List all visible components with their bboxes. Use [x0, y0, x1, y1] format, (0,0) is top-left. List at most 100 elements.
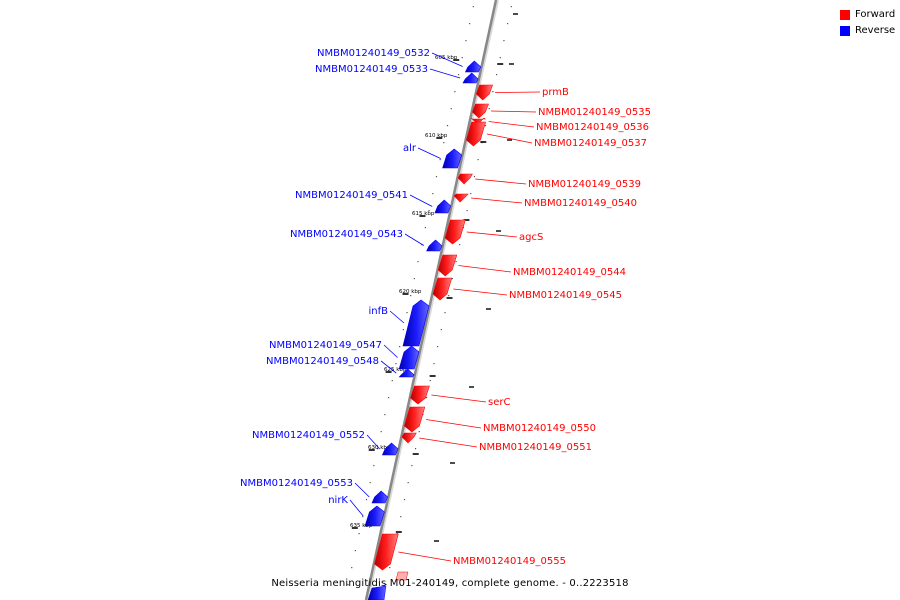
gene-leader-line	[389, 310, 405, 324]
gene-arrow-infb[interactable]	[402, 299, 430, 347]
gene-label[interactable]: NMBM01240149_0551	[479, 442, 592, 453]
gene-leader-line	[486, 133, 533, 144]
gene-arrow-nmbm01240149_0536[interactable]	[470, 117, 486, 125]
tick-label: 625 kbp	[384, 367, 407, 373]
gene-arrow-nmbm01240149_0544[interactable]	[437, 254, 458, 277]
gene-arrow-partial	[395, 571, 409, 581]
tick-label: 615 kbp	[412, 211, 435, 217]
scale-dot	[470, 193, 472, 195]
gene-label[interactable]: NMBM01240149_0550	[483, 423, 596, 434]
gene-label[interactable]: serC	[488, 397, 510, 408]
gene-arrow-nmbm01240149_0545[interactable]	[432, 277, 453, 301]
gene-leader-line	[453, 288, 508, 296]
gene-label[interactable]: NMBM01240149_0544	[513, 267, 626, 278]
gene-label[interactable]: prmB	[542, 87, 569, 98]
scale-dot	[396, 533, 398, 535]
scale-dot	[484, 125, 487, 127]
scale-dot	[443, 142, 445, 144]
gene-arrow-nmbm01240149_0552[interactable]	[381, 442, 399, 456]
gene-label[interactable]: NMBM01240149_0537	[534, 138, 647, 149]
scale-dot	[465, 40, 467, 42]
scale-dot	[362, 516, 364, 518]
gene-label[interactable]: NMBM01240149_0552	[252, 430, 365, 441]
scale-dot	[410, 295, 412, 297]
gene-label[interactable]: NMBM01240149_0536	[536, 122, 649, 133]
gene-label[interactable]: NMBM01240149_0532	[317, 48, 430, 59]
gene-arrow-nmbm01240149_0553[interactable]	[371, 490, 388, 504]
gene-leader-line	[466, 231, 518, 238]
gene-label[interactable]: nirK	[328, 495, 348, 506]
tick-label: 635 kbp	[350, 523, 373, 529]
gene-arrow-nmbm01240149_0547[interactable]	[398, 345, 420, 370]
gene-arrow-serc[interactable]	[410, 385, 430, 405]
backbone-line	[364, 0, 498, 600]
gene-leader-line	[398, 551, 452, 562]
scale-dot	[418, 431, 420, 433]
gene-leader-line	[431, 52, 463, 67]
gene-label[interactable]: NMBM01240149_0543	[290, 229, 403, 240]
scale-dot	[399, 346, 401, 348]
gene-arrow-nmbm01240149_0551[interactable]	[401, 432, 417, 444]
scale-dot	[469, 23, 471, 25]
gene-label[interactable]: NMBM01240149_0553	[240, 478, 353, 489]
tick-label: 610 kbp	[425, 133, 448, 139]
gene-label[interactable]: agcS	[519, 232, 543, 243]
gene-arrow-nmbm01240149_0539[interactable]	[457, 173, 473, 185]
gene-arrow-nmbm01240149_0550[interactable]	[404, 406, 426, 433]
gene-arrow-alr[interactable]	[442, 148, 463, 169]
scale-dot	[503, 40, 505, 42]
gene-label[interactable]: NMBM01240149_0545	[509, 290, 622, 301]
legend-reverse-swatch	[840, 26, 850, 36]
gene-label[interactable]: NMBM01240149_0541	[295, 190, 408, 201]
gene-arrow-nmbm01240149_0540[interactable]	[453, 193, 469, 203]
gene-arrow-nmbm01240149_0533[interactable]	[462, 72, 479, 84]
scale-dot	[402, 329, 404, 331]
gene-leader-line	[458, 265, 512, 273]
scale-dot	[406, 312, 408, 314]
scale-dot	[461, 57, 463, 59]
gene-arrow-nmbm01240149_0541[interactable]	[434, 199, 452, 214]
scale-dot	[477, 159, 479, 161]
gene-arrow-nmbm01240149_0555[interactable]	[374, 533, 399, 571]
scale-dot	[459, 244, 461, 246]
tick-label: 620 kbp	[399, 289, 422, 295]
gene-leader-line	[475, 178, 527, 185]
gene-arrow-nmbm01240149_0535[interactable]	[472, 103, 489, 119]
scale-dot	[429, 380, 431, 382]
gene-label[interactable]: NMBM01240149_0555	[453, 556, 566, 567]
gene-leader-line	[409, 194, 433, 207]
gene-arrow-nmbm01240149_0543[interactable]	[426, 239, 443, 252]
gene-label[interactable]: NMBM01240149_0540	[524, 198, 637, 209]
scale-dot	[448, 295, 450, 297]
scale-dot	[403, 499, 406, 501]
scale-dot	[358, 533, 360, 535]
gene-label[interactable]: NMBM01240149_0539	[528, 179, 641, 190]
gene-arrow-nirk[interactable]	[364, 505, 385, 527]
gene-leader-line	[429, 68, 461, 79]
gene-arrow-nmbm01240149_0532[interactable]	[464, 60, 482, 73]
gene-label[interactable]: infB	[369, 306, 389, 317]
gene-leader-line	[471, 197, 523, 204]
scale-dot	[417, 261, 419, 263]
gene-arrow-prmb[interactable]	[475, 84, 494, 101]
scale-dot	[473, 176, 476, 178]
gene-label[interactable]: alr	[403, 143, 417, 154]
scale-dot	[369, 482, 371, 484]
scale-dot	[387, 397, 390, 399]
gene-arrow-nmbm01240149_0548[interactable]	[398, 368, 415, 378]
legend-forward-label: Forward	[855, 9, 896, 20]
gene-arrow-agcs[interactable]	[444, 219, 466, 245]
gene-label[interactable]: NMBM01240149_0533	[315, 64, 428, 75]
scale-dot	[354, 550, 357, 552]
gene-label[interactable]: NMBM01240149_0548	[266, 356, 379, 367]
scale-dot	[432, 193, 434, 195]
gene-label[interactable]: NMBM01240149_0547	[269, 340, 382, 351]
gene-arrow-nmbm01240149_0537[interactable]	[466, 121, 486, 147]
scale-dot	[450, 108, 452, 110]
gene-arrow-partial	[367, 585, 387, 600]
scale-dot	[425, 397, 428, 399]
scale-dot	[435, 176, 438, 178]
gene-label[interactable]: NMBM01240149_0535	[538, 107, 651, 118]
scale-dot	[351, 567, 353, 569]
scale-dot	[424, 227, 427, 229]
